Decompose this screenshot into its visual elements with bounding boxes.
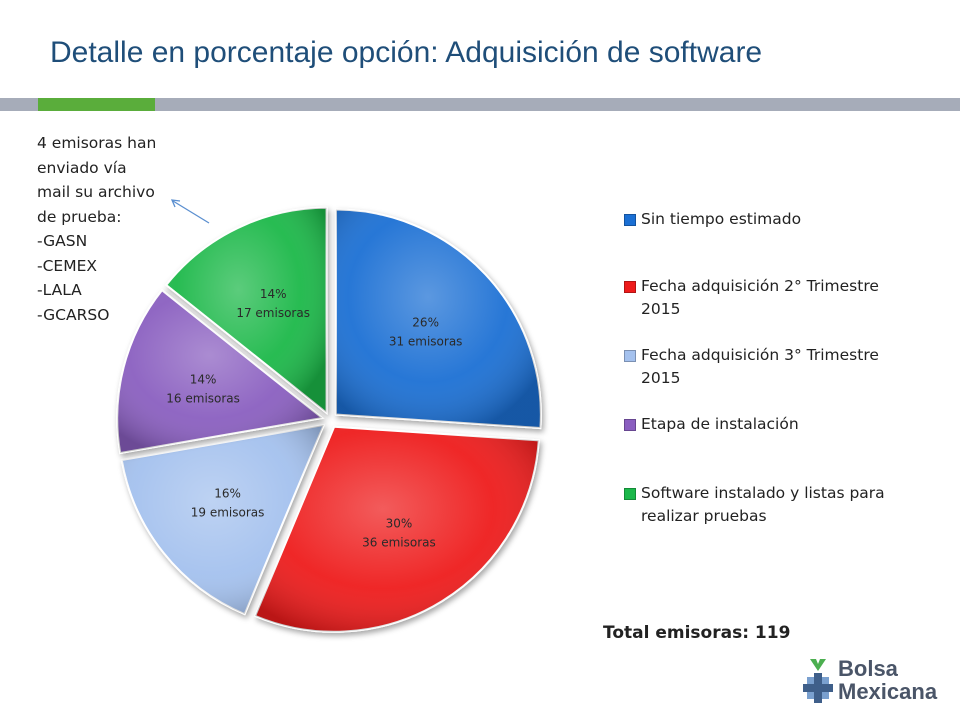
note-line: 4 emisoras han [37, 134, 157, 152]
slice-label: 16% 19 emisoras [191, 487, 265, 520]
pie-slice-shading [121, 424, 324, 615]
legend-label: Fecha adquisición 3° Trimestre 2015 [641, 346, 879, 387]
legend-label: Software instalado y listas para realiza… [641, 484, 885, 525]
header-divider [0, 98, 960, 111]
total-label: Total emisoras: 119 [603, 623, 791, 643]
email-note: 4 emisoras han enviado vía mail su archi… [37, 131, 177, 327]
slice-label: 26% 31 emisoras [389, 315, 463, 348]
slice-count-label: 17 emisoras [236, 306, 310, 320]
page-title: Detalle en porcentaje opción: Adquisició… [50, 36, 763, 69]
slice-count-label: 36 emisoras [362, 535, 436, 549]
legend-label: Etapa de instalación [641, 415, 799, 433]
pie-slice: 30% 36 emisoras [253, 425, 540, 633]
pie-slice-shading [166, 207, 327, 413]
note-line: de prueba: [37, 207, 122, 226]
slice-count-label: 31 emisoras [389, 334, 463, 348]
logo-text: Bolsa Mexicana [838, 657, 937, 703]
pie-slice-shading [335, 209, 541, 429]
slice-count-label: 19 emisoras [191, 506, 265, 520]
note-line: -CEMEX [37, 256, 97, 275]
legend-label: Sin tiempo estimado [641, 210, 802, 228]
header-accent [38, 98, 155, 111]
note-line: -LALA [37, 281, 82, 299]
legend-item: Software instalado y listas para realiza… [624, 482, 914, 528]
note-line: mail su archivo [37, 183, 155, 201]
pie-slice: 26% 31 emisoras [334, 208, 542, 430]
slice-percent-label: 16% [214, 487, 241, 501]
legend-swatch [624, 350, 636, 362]
pie-slice-shading [255, 426, 539, 632]
pointer-arrow-icon [170, 199, 210, 224]
slice-percent-label: 26% [412, 315, 439, 329]
pie-slice: 14% 16 emisoras [116, 288, 325, 455]
legend-item: Fecha adquisición 2° Trimestre 2015 [624, 275, 894, 321]
logo-line: Bolsa [838, 656, 898, 681]
note-line: -GASN [37, 232, 88, 250]
legend-swatch [624, 488, 636, 500]
note-line: -GCARSO [37, 305, 110, 324]
slice-label: 14% 17 emisoras [236, 287, 310, 320]
legend-item: Fecha adquisición 3° Trimestre 2015 [624, 344, 894, 390]
pie-slice-shading [117, 290, 323, 454]
legend-item: Etapa de instalación [624, 413, 799, 436]
legend-swatch [624, 214, 636, 226]
pie-slice: 16% 19 emisoras [120, 423, 326, 616]
note-line: enviado vía [37, 158, 127, 177]
pie-chart: 26% 31 emisoras 30% 36 emisoras 16% 19 emisor… [116, 206, 542, 633]
legend-item: Sin tiempo estimado [624, 208, 801, 231]
slice-percent-label: 14% [260, 287, 287, 301]
legend-label: Fecha adquisición 2° Trimestre 2015 [641, 277, 879, 318]
slice-percent-label: 14% [190, 372, 217, 386]
slice-count-label: 16 emisoras [166, 391, 240, 405]
bolsa-mexicana-logo-icon [803, 659, 833, 703]
slice-percent-label: 30% [386, 516, 413, 530]
slice-label: 14% 16 emisoras [166, 372, 240, 405]
slice-label: 30% 36 emisoras [362, 516, 436, 549]
legend-swatch [624, 281, 636, 293]
logo-line: Mexicana [838, 679, 938, 704]
legend-swatch [624, 419, 636, 431]
pie-slice: 14% 17 emisoras [164, 206, 328, 415]
